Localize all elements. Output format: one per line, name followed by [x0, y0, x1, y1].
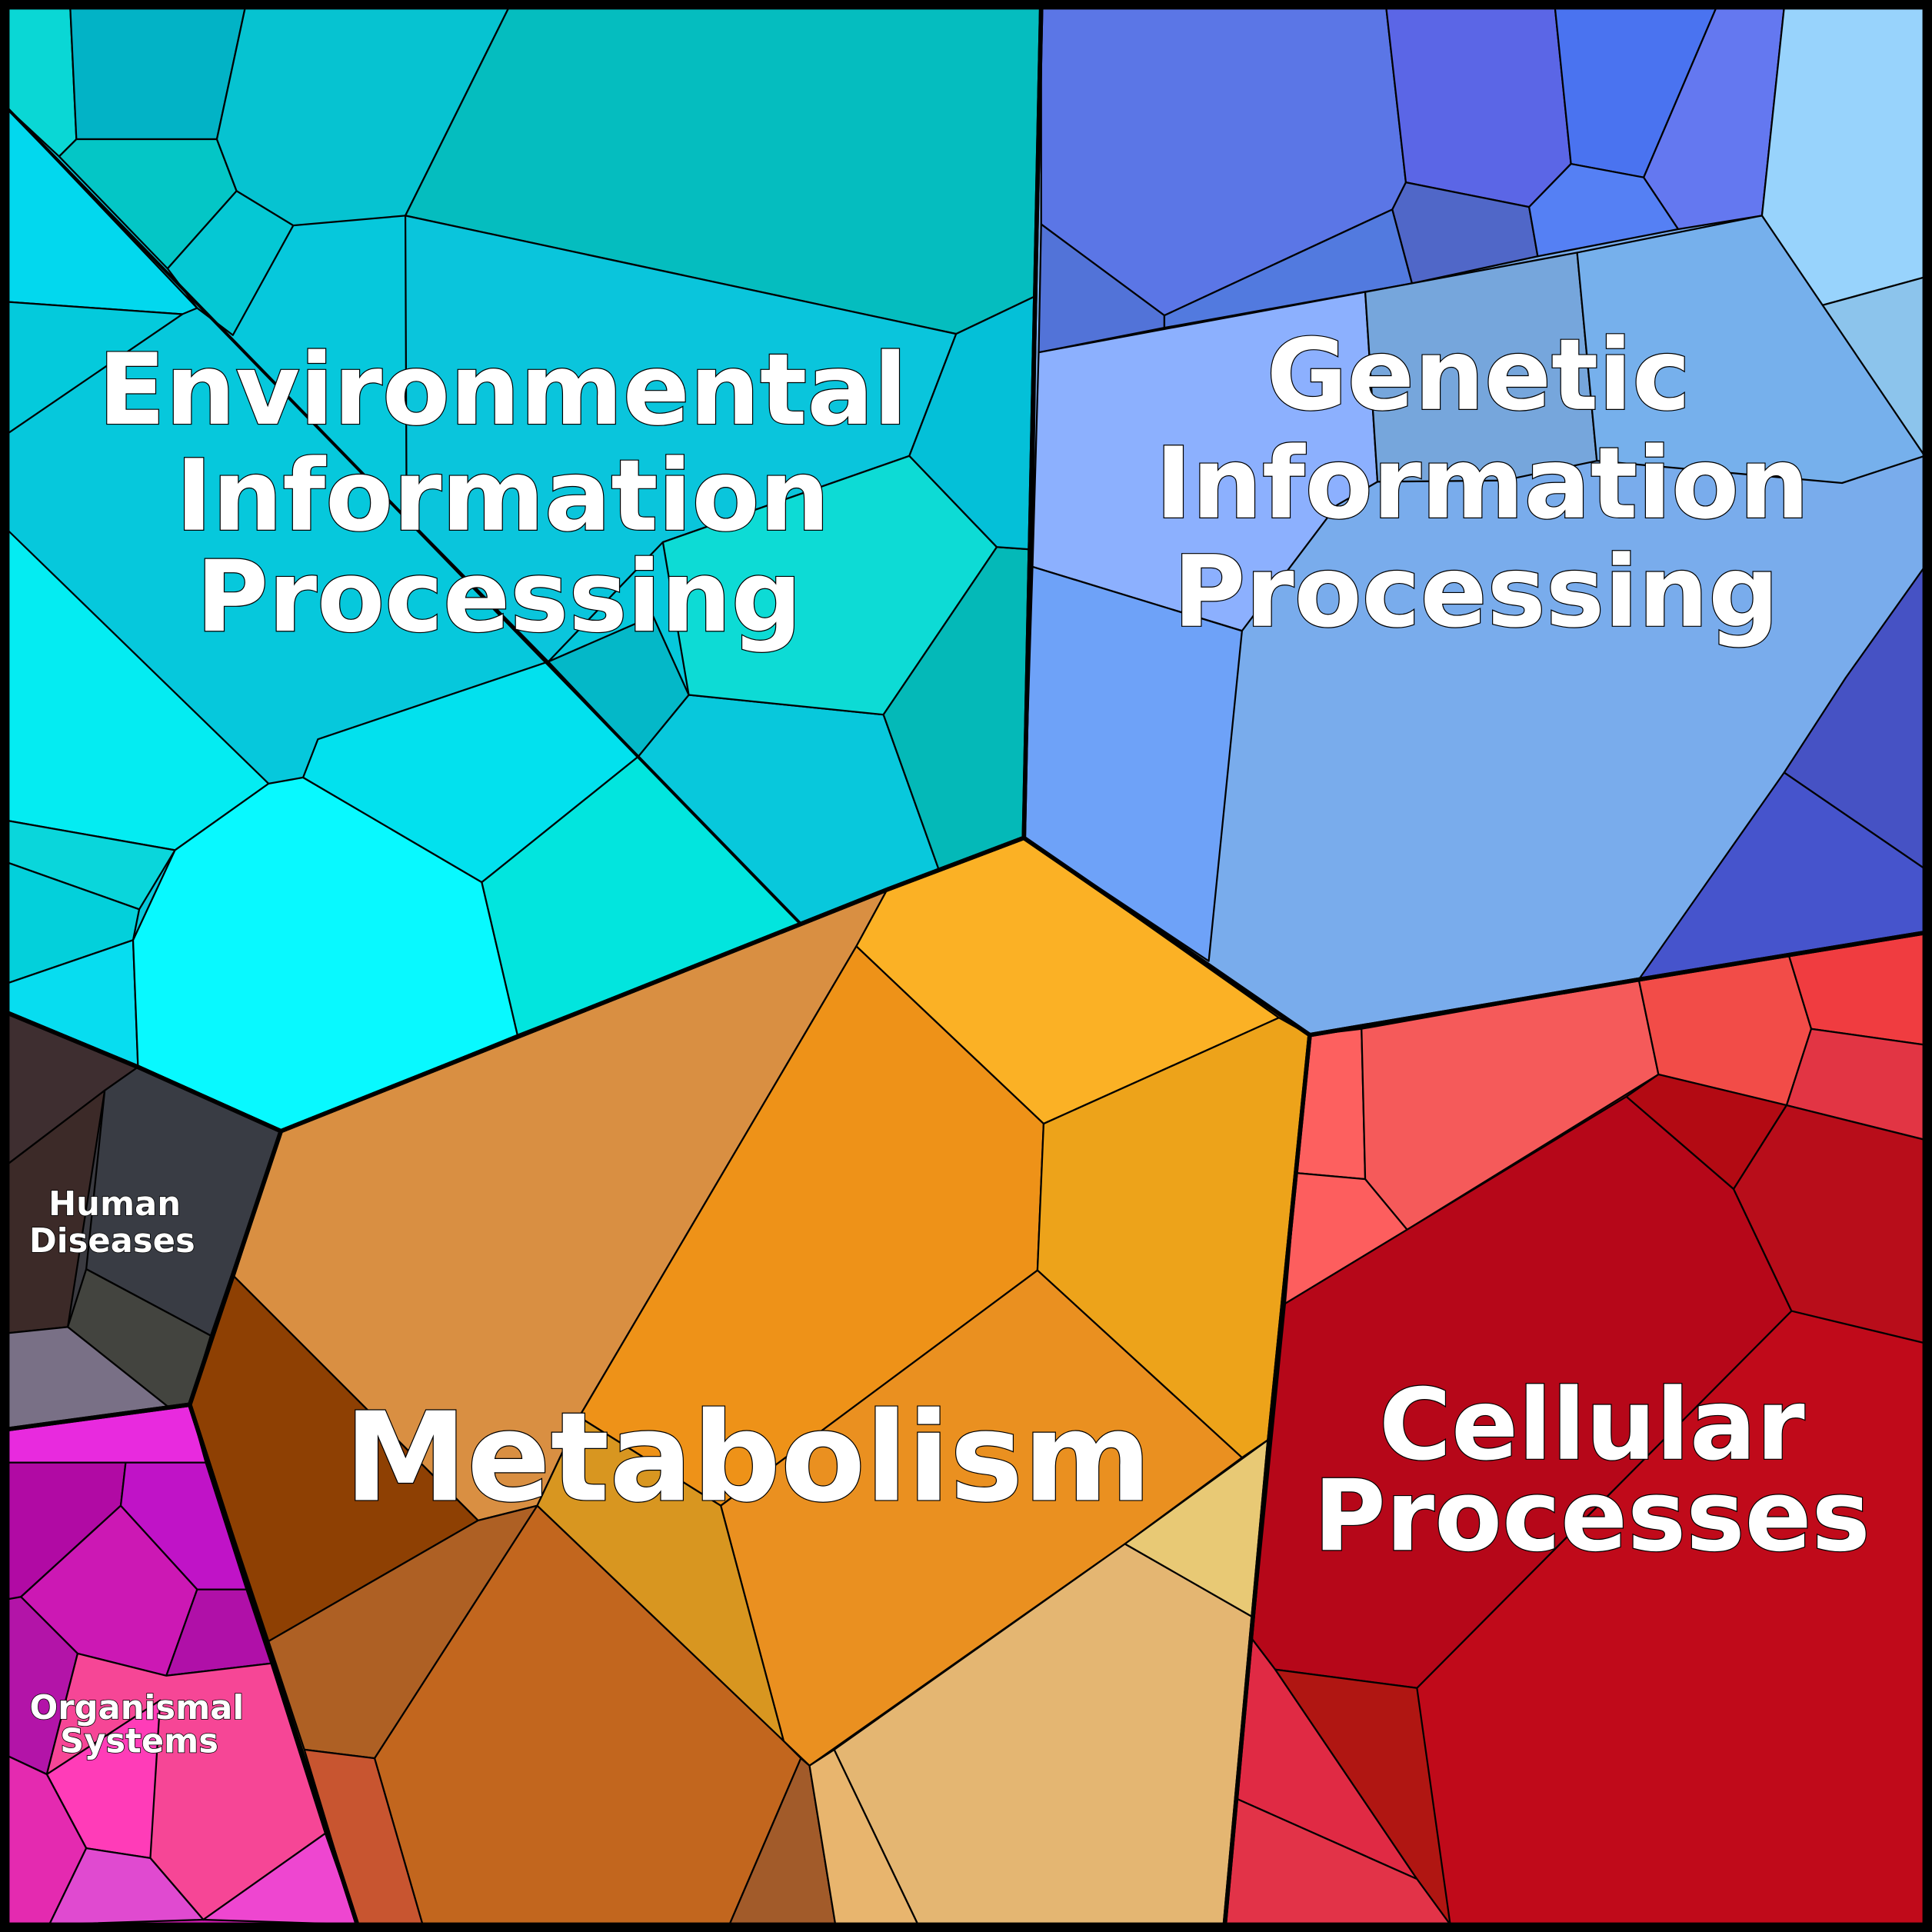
region-label: Processing — [1173, 535, 1779, 650]
cell — [1364, 251, 1598, 483]
region-label: Cellular — [1379, 1368, 1805, 1483]
cell — [908, 295, 1038, 551]
cell — [69, 6, 246, 141]
cell — [1576, 215, 1926, 485]
region-label: Processes — [1314, 1459, 1870, 1574]
cell — [1385, 6, 1572, 208]
region-label: Systems — [60, 1722, 218, 1760]
region-label: Genetic — [1267, 318, 1690, 433]
sub-border — [6, 107, 802, 925]
region-label: Organismal — [29, 1689, 244, 1727]
cells — [6, 6, 1926, 1926]
region-label: Information — [1155, 427, 1809, 541]
cell — [268, 1504, 538, 1760]
region-label: Metabolism — [345, 1385, 1152, 1529]
region-label: Human — [48, 1185, 181, 1224]
region-label: Environmental — [98, 333, 908, 448]
region-label: Information — [175, 439, 829, 554]
cell — [1528, 162, 1680, 258]
region-label: Processing — [196, 540, 802, 655]
cell — [166, 190, 295, 336]
region-label: Diseases — [29, 1222, 195, 1261]
